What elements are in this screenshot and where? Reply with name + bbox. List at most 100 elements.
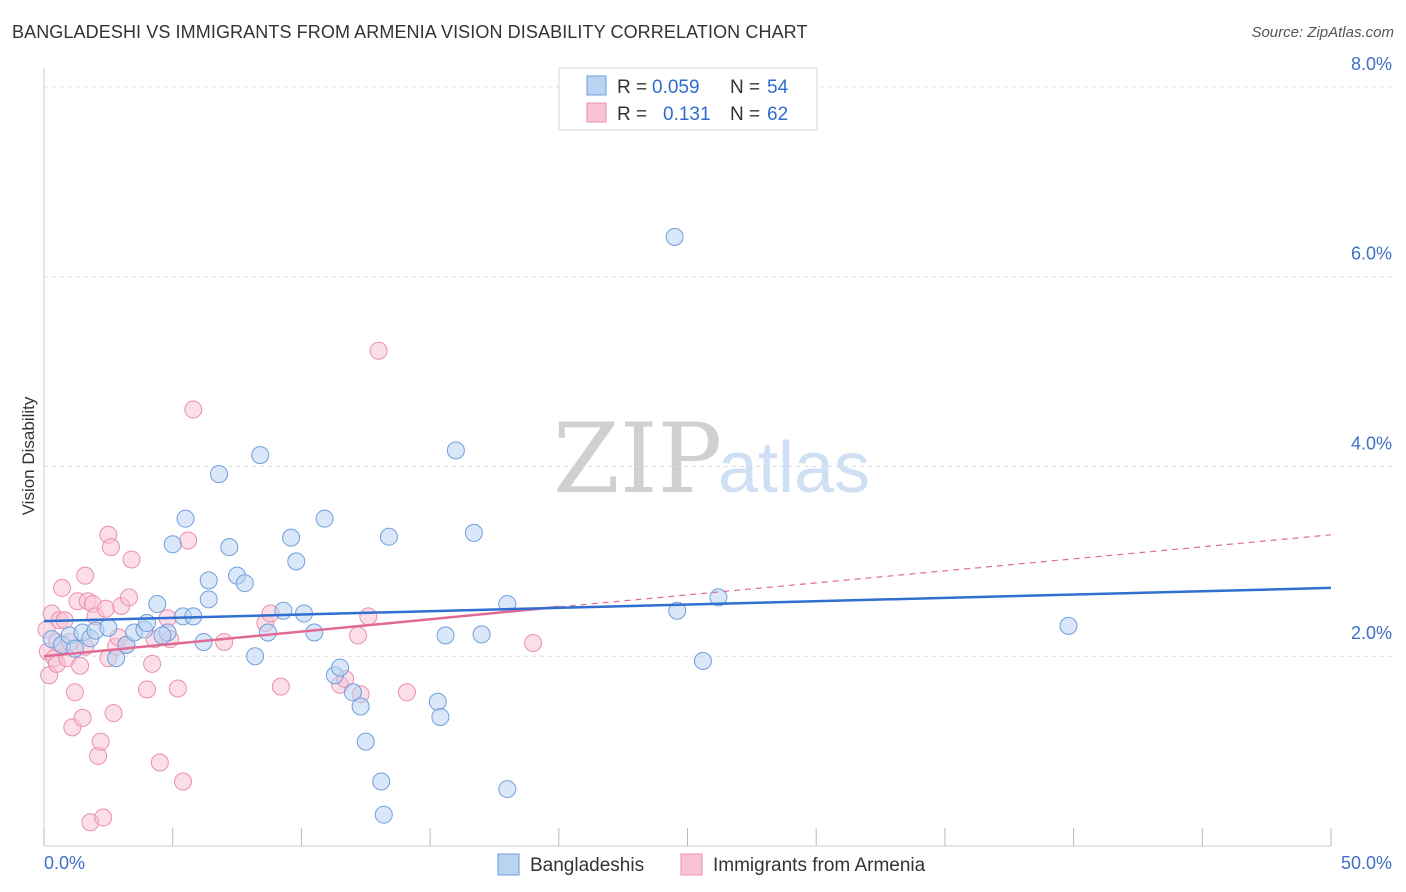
bangladeshis-point-32 — [287, 552, 306, 571]
armenia-point-16 — [73, 708, 92, 727]
bottom-legend: Bangladeshis Immigrants from Armenia — [497, 853, 926, 876]
bangladeshis-point-23 — [210, 465, 229, 484]
x-tick-label-left: 0.0% — [44, 853, 85, 873]
watermark-zip: ZIP — [553, 403, 722, 515]
armenia-trend-dashed — [558, 534, 1332, 608]
x-tick-label-right: 50.0% — [1341, 853, 1392, 873]
armenia-point-47 — [215, 633, 234, 652]
armenia-point-44 — [173, 772, 192, 791]
armenia-point-26 — [96, 599, 115, 618]
y-tick-label-8: 8.0% — [1351, 54, 1392, 74]
bangladeshis-point-41 — [379, 527, 398, 546]
x-ticks — [43, 828, 1332, 846]
y-tick-label-4: 4.0% — [1351, 433, 1392, 453]
bangladeshis-point-43 — [374, 805, 393, 824]
legend-r-value-2: 0.131 — [663, 104, 711, 125]
armenia-point-25 — [94, 808, 113, 827]
bottom-legend-swatch-blue — [497, 853, 520, 876]
bangladeshis-point-28 — [251, 446, 270, 465]
bangladeshis-point-37 — [331, 658, 350, 677]
bangladeshis-point-54 — [693, 651, 712, 670]
armenia-point-46 — [184, 400, 203, 419]
bangladeshis-point-24 — [220, 538, 239, 557]
bangladeshis-point-44 — [428, 692, 447, 711]
bottom-legend-swatch-pink — [680, 853, 703, 876]
bangladeshis-point-13 — [148, 595, 167, 614]
bottom-legend-label-bangladeshis: Bangladeshis — [530, 855, 644, 876]
series-bangladeshis-points — [42, 227, 1078, 824]
series-armenia-points — [37, 341, 543, 832]
legend-r-label-1: R = — [617, 77, 647, 98]
bangladeshis-point-53 — [668, 601, 687, 620]
bangladeshis-point-35 — [315, 509, 334, 528]
bangladeshis-point-19 — [176, 509, 195, 528]
bangladeshis-point-7 — [99, 618, 118, 637]
legend-r-value-1: 0.059 — [652, 77, 700, 98]
bangladeshis-point-45 — [431, 707, 450, 726]
legend-box: R = 0.059 N = 54 R = 0.131 N = 62 — [558, 67, 818, 131]
armenia-point-57 — [397, 683, 416, 702]
armenia-point-35 — [119, 588, 138, 607]
armenia-point-38 — [143, 654, 162, 673]
armenia-point-40 — [150, 753, 169, 772]
bangladeshis-point-29 — [258, 623, 277, 642]
armenia-point-29 — [101, 538, 120, 557]
armenia-point-58 — [524, 633, 543, 652]
legend-swatch-blue — [586, 75, 607, 96]
bangladeshis-point-51 — [498, 780, 517, 799]
armenia-point-56 — [369, 341, 388, 360]
bangladeshis-point-48 — [464, 523, 483, 542]
armenia-point-37 — [137, 680, 156, 699]
armenia-point-55 — [359, 607, 378, 626]
armenia-point-15 — [71, 656, 90, 675]
grid-lines — [44, 86, 1392, 657]
watermark-atlas: atlas — [718, 428, 870, 508]
source-label: Source: ZipAtlas.com — [1251, 24, 1394, 41]
bangladeshis-point-18 — [163, 535, 182, 554]
armenia-point-24 — [91, 732, 110, 751]
armenia-point-18 — [76, 566, 95, 585]
y-tick-label-6: 6.0% — [1351, 244, 1392, 264]
armenia-point-30 — [104, 704, 123, 723]
y-tick-label-2: 2.0% — [1351, 623, 1392, 643]
armenia-point-45 — [179, 531, 198, 550]
legend-n-value-1: 54 — [767, 77, 789, 98]
bangladeshis-point-52 — [665, 227, 684, 246]
bottom-legend-label-armenia: Immigrants from Armenia — [713, 855, 926, 876]
armenia-point-50 — [271, 677, 290, 696]
bangladeshis-point-42 — [372, 772, 391, 791]
y-axis-title: Vision Disability — [19, 396, 38, 515]
bangladeshis-point-31 — [282, 528, 301, 547]
bangladeshis-point-47 — [446, 441, 465, 460]
bangladeshis-trend-line — [43, 586, 1332, 623]
bangladeshis-point-34 — [305, 623, 324, 642]
legend-n-value-2: 62 — [767, 104, 788, 125]
legend-n-label-1: N = — [730, 77, 760, 98]
bangladeshis-point-30 — [274, 601, 293, 620]
armenia-trend-line — [43, 605, 559, 658]
bangladeshis-point-49 — [472, 625, 491, 644]
legend-n-label-2: N = — [730, 104, 760, 125]
bangladeshis-point-39 — [351, 697, 370, 716]
bangladeshis-point-26 — [235, 574, 254, 593]
bangladeshis-point-46 — [436, 626, 455, 645]
bangladeshis-point-56 — [1059, 616, 1078, 635]
legend-swatch-pink — [586, 102, 607, 123]
bangladeshis-point-17 — [153, 626, 172, 645]
legend-r-label-2: R = — [617, 104, 647, 125]
armenia-point-36 — [122, 550, 141, 569]
armenia-point-43 — [168, 679, 187, 698]
armenia-point-8 — [53, 578, 72, 597]
y-tick-labels: 2.0% 4.0% 6.0% 8.0% — [1351, 54, 1392, 643]
bangladeshis-point-22 — [199, 590, 218, 609]
trend-lines — [43, 534, 1332, 658]
bangladeshis-point-55 — [709, 588, 728, 607]
armenia-point-13 — [65, 683, 84, 702]
chart-title: BANGLADESHI VS IMMIGRANTS FROM ARMENIA V… — [12, 22, 808, 42]
bangladeshis-point-38 — [343, 683, 362, 702]
bangladeshis-point-40 — [356, 732, 375, 751]
bangladeshis-point-21 — [199, 571, 218, 590]
bangladeshis-point-27 — [246, 647, 265, 666]
armenia-point-54 — [349, 626, 368, 645]
